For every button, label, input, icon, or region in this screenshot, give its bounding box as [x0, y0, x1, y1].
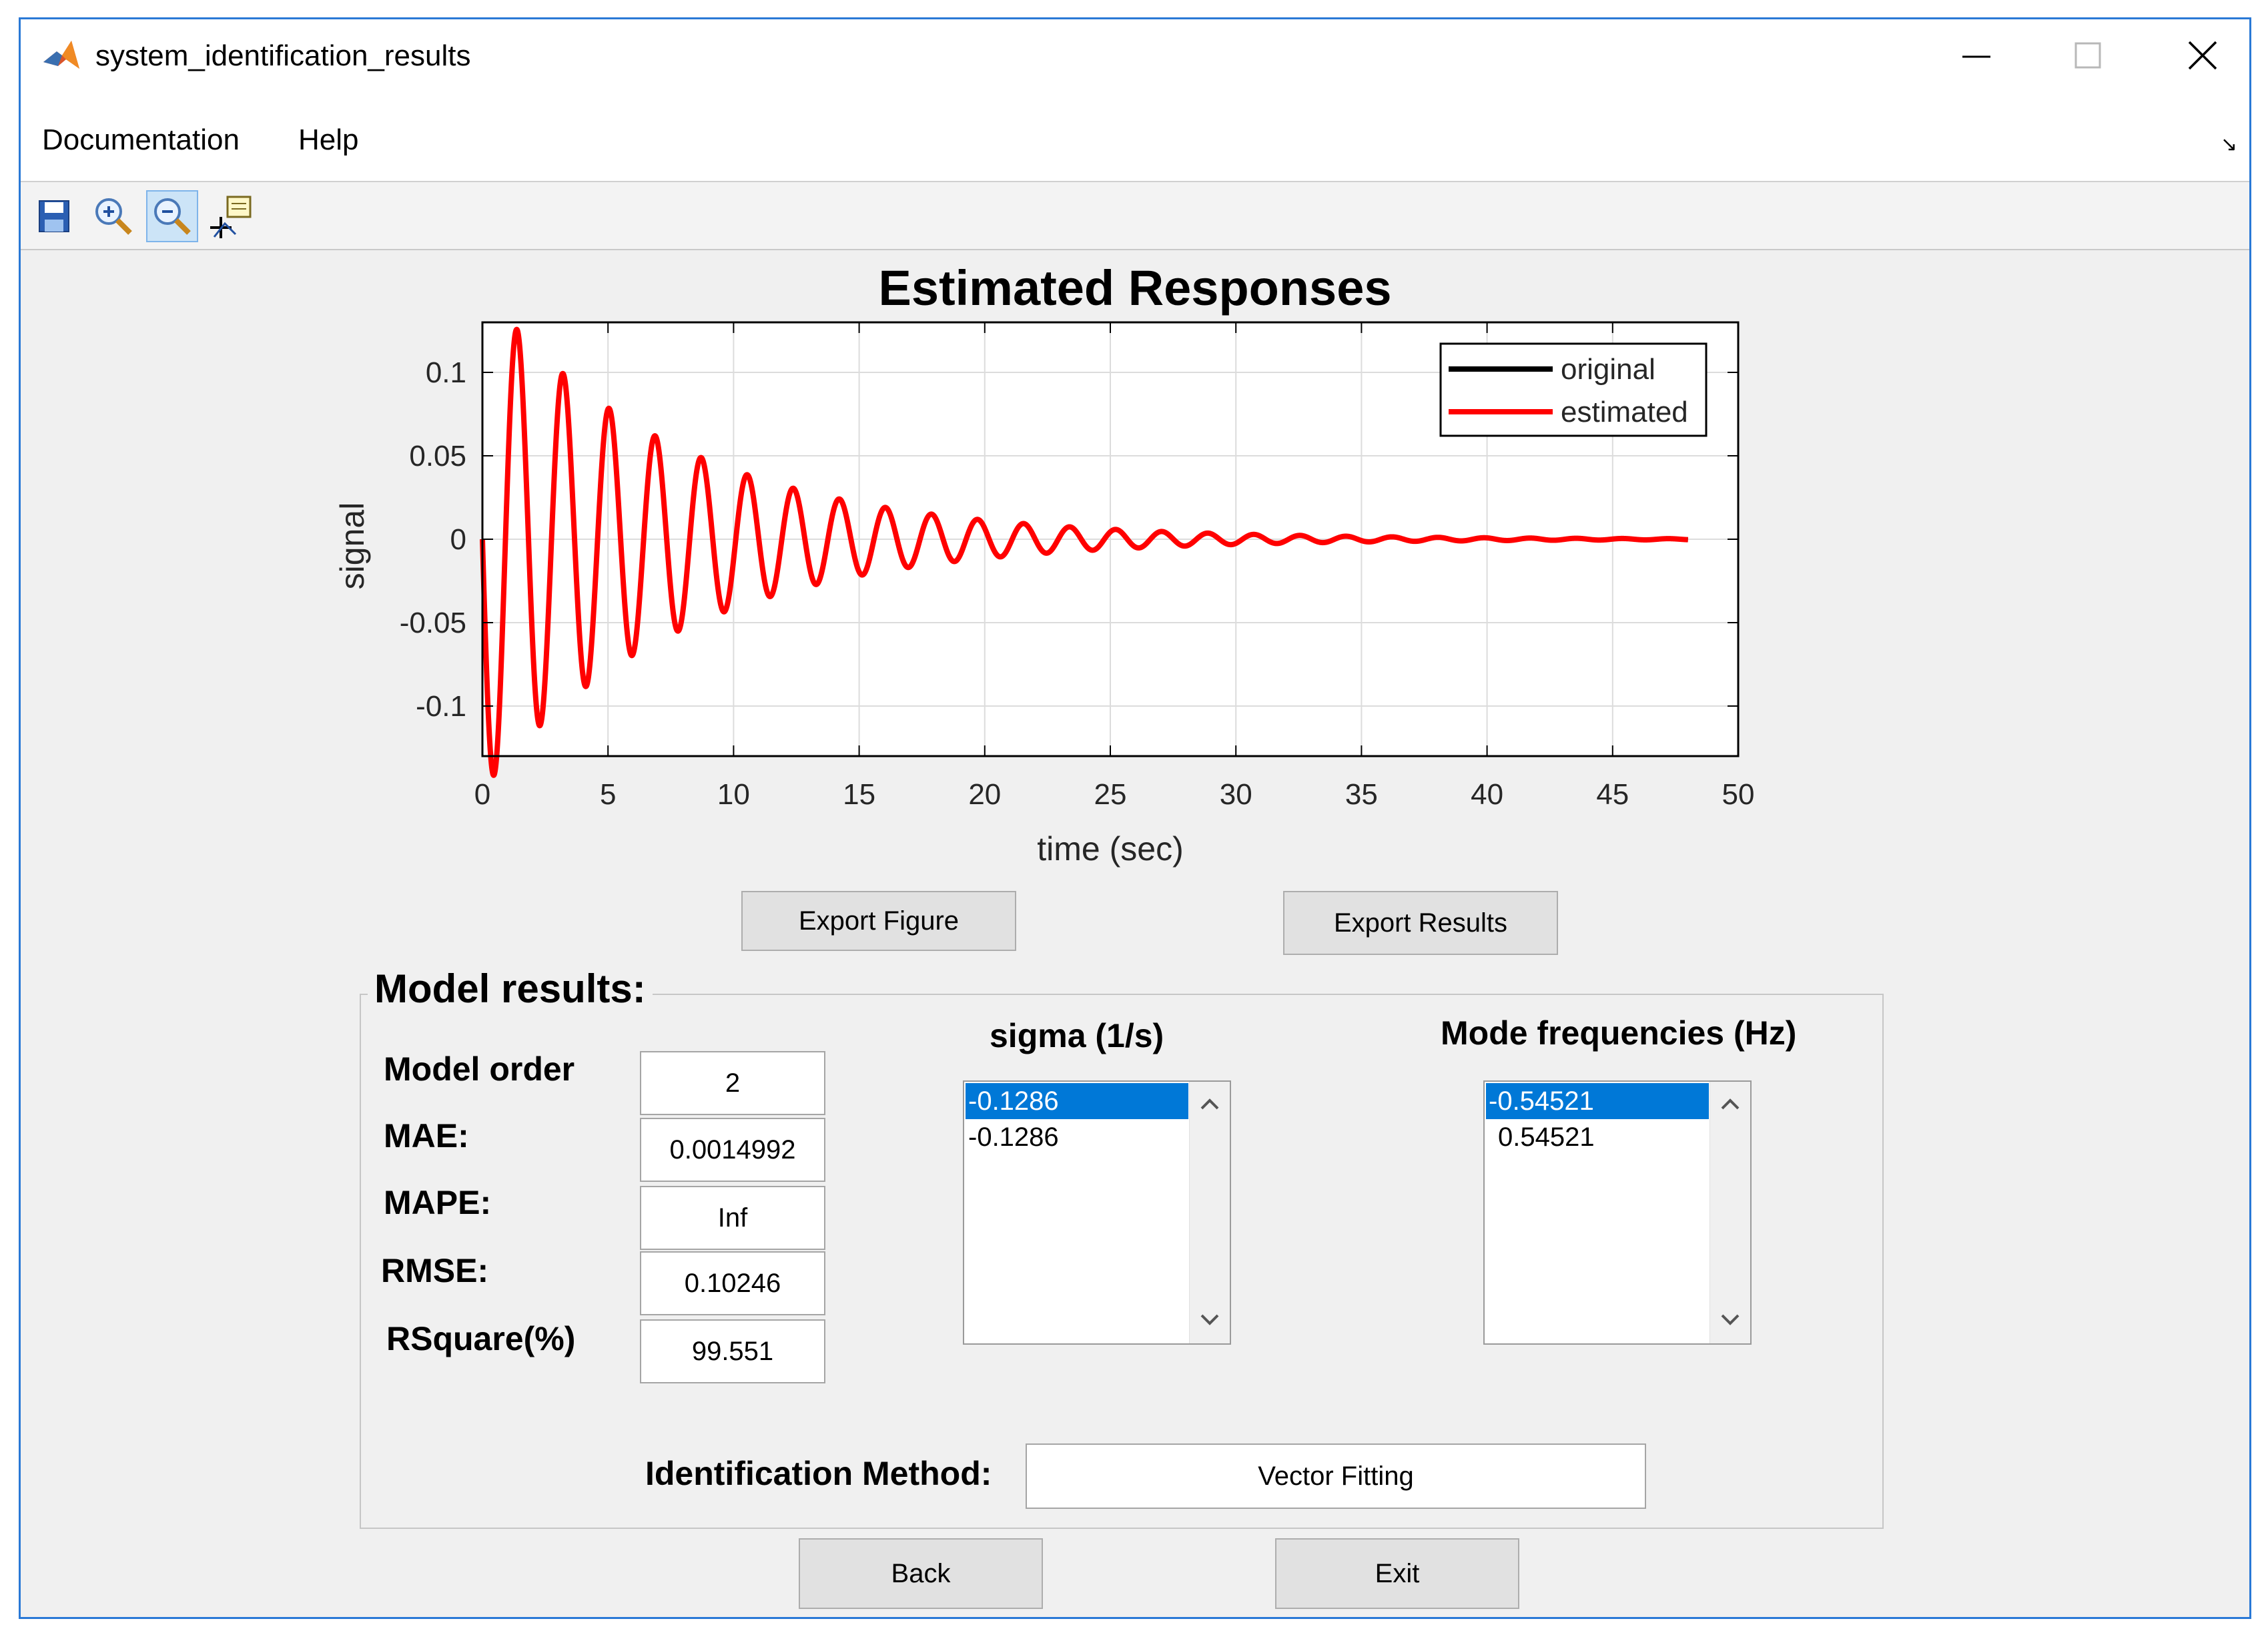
- exit-button[interactable]: Exit: [1275, 1538, 1519, 1609]
- x-axis-label: time (sec): [1037, 830, 1183, 868]
- frequencies-title: Mode frequencies (Hz): [1441, 1014, 1797, 1052]
- response-plot: 0 5 10 15 20 25 30 35 40 45 50 0.1 0.05 0 -0.05 -0.1 tim…: [334, 321, 1755, 868]
- maximize-button[interactable]: [2054, 33, 2121, 79]
- chevron-down-icon: [1200, 1314, 1219, 1325]
- y-tick-label: -0.05: [400, 607, 466, 639]
- dock-arrow-icon[interactable]: ↘: [2220, 133, 2237, 155]
- x-tick-label: 10: [717, 778, 750, 811]
- close-button[interactable]: [2169, 33, 2236, 79]
- rsquare-field[interactable]: 99.551: [640, 1319, 825, 1383]
- menu-help[interactable]: Help: [298, 123, 359, 156]
- data-cursor-button[interactable]: [205, 190, 257, 242]
- data-cursor-icon: [210, 196, 252, 238]
- legend: [1439, 342, 1708, 437]
- rmse-field[interactable]: 0.10246: [640, 1251, 825, 1315]
- save-button[interactable]: [29, 190, 81, 242]
- mape-label: MAPE:: [384, 1184, 492, 1221]
- x-tick-label: 25: [1094, 778, 1127, 811]
- menu-documentation[interactable]: Documentation: [42, 123, 240, 156]
- mae-label: MAE:: [384, 1117, 469, 1155]
- model-results-panel: [360, 994, 1884, 1529]
- zoom-out-button[interactable]: [146, 190, 198, 242]
- x-tick-label: 35: [1345, 778, 1378, 811]
- y-tick-label: -0.1: [416, 690, 466, 723]
- maximize-icon: [2074, 42, 2101, 69]
- x-tick-label: 30: [1220, 778, 1252, 811]
- zoom-out-icon: [154, 198, 191, 235]
- chart-title: Estimated Responses: [878, 260, 1392, 316]
- zoom-in-button[interactable]: [87, 190, 139, 242]
- y-tick-label: 0: [450, 523, 466, 556]
- title-bar: system_identification_results: [21, 19, 2249, 93]
- frequencies-scrollbar[interactable]: [1710, 1082, 1750, 1343]
- export-figure-button[interactable]: Export Figure: [741, 891, 1016, 951]
- legend-label: estimated: [1561, 396, 1688, 428]
- x-tick-label: 40: [1471, 778, 1503, 811]
- rsquare-label: RSquare(%): [386, 1320, 576, 1357]
- sigma-listbox[interactable]: -0.1286 -0.1286: [963, 1080, 1231, 1345]
- y-axis-label: signal: [334, 503, 371, 590]
- back-button[interactable]: Back: [799, 1538, 1043, 1609]
- x-tick-label: 50: [1722, 778, 1755, 811]
- sigma-list-item[interactable]: -0.1286: [968, 1122, 1059, 1152]
- y-tick-label: 0.05: [409, 440, 466, 472]
- model-results-title: Model results:: [368, 966, 653, 1012]
- minimize-button[interactable]: [1942, 33, 2009, 79]
- mae-field[interactable]: 0.0014992: [640, 1118, 825, 1182]
- model-order-field[interactable]: 2: [640, 1051, 825, 1115]
- sigma-list-item[interactable]: -0.1286: [966, 1083, 1188, 1119]
- series-line-estimated: [480, 326, 1691, 778]
- frequency-list-item[interactable]: -0.54521: [1486, 1083, 1709, 1119]
- chevron-down-icon: [1721, 1314, 1740, 1325]
- identification-method-field[interactable]: Vector Fitting: [1026, 1443, 1646, 1509]
- x-tick-label: 0: [474, 778, 490, 811]
- chevron-up-icon: [1200, 1098, 1219, 1110]
- menu-bar: Documentation Help ↘: [21, 93, 2249, 181]
- chevron-up-icon: [1721, 1098, 1740, 1110]
- sigma-scrollbar[interactable]: [1189, 1082, 1230, 1343]
- matlab-icon: [42, 39, 81, 74]
- save-icon: [39, 200, 69, 232]
- close-icon: [2188, 41, 2217, 70]
- sigma-title: sigma (1/s): [990, 1017, 1164, 1054]
- frequencies-listbox[interactable]: -0.54521 0.54521: [1483, 1080, 1752, 1345]
- frequency-list-item[interactable]: 0.54521: [1498, 1122, 1595, 1152]
- zoom-in-icon: [95, 198, 132, 235]
- x-tick-label: 45: [1596, 778, 1629, 811]
- y-tick-label: 0.1: [426, 356, 466, 389]
- rmse-label: RMSE:: [381, 1252, 489, 1289]
- legend-label: original: [1561, 353, 1655, 386]
- identification-method-label: Identification Method:: [645, 1455, 992, 1492]
- model-order-label: Model order: [384, 1050, 575, 1088]
- export-results-button[interactable]: Export Results: [1283, 891, 1558, 955]
- x-tick-label: 20: [968, 778, 1001, 811]
- mape-field[interactable]: Inf: [640, 1186, 825, 1250]
- window-title: system_identification_results: [95, 39, 471, 72]
- toolbar: [21, 181, 2249, 250]
- app-window: system_identification_results Documentat…: [19, 17, 2251, 1619]
- minimize-icon: [1962, 55, 1990, 58]
- x-tick-label: 15: [843, 778, 875, 811]
- x-tick-label: 5: [600, 778, 616, 811]
